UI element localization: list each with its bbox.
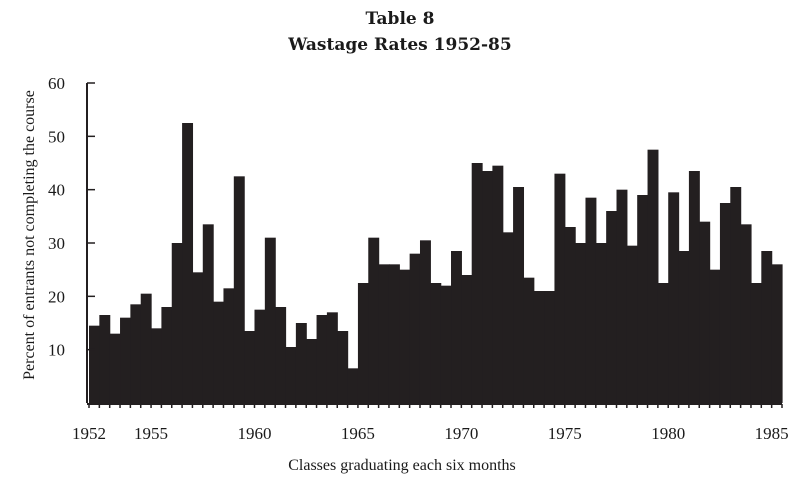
bar <box>544 291 556 403</box>
bar <box>740 224 752 403</box>
bar <box>202 224 214 403</box>
chart-subtitle: Wastage Rates 1952-85 <box>287 35 511 55</box>
bar <box>585 197 597 403</box>
x-tick-label: 1980 <box>651 424 685 443</box>
chart-title: Table 8 <box>366 9 435 29</box>
y-tick-label: 60 <box>48 74 65 93</box>
bar <box>233 176 245 403</box>
bar <box>306 339 318 403</box>
bar <box>254 309 266 403</box>
y-tick-label: 30 <box>48 234 65 253</box>
bar <box>451 251 462 403</box>
bar <box>440 285 452 403</box>
bar <box>471 163 483 403</box>
bar <box>357 283 369 403</box>
bar <box>368 237 380 403</box>
bar <box>109 333 121 403</box>
bar <box>419 240 431 403</box>
x-tick-label: 1952 <box>72 424 106 443</box>
bar <box>626 245 638 403</box>
bar <box>264 237 276 403</box>
bar-group <box>89 123 783 403</box>
bar <box>151 328 162 403</box>
bar <box>89 325 100 403</box>
bar <box>492 165 504 403</box>
bar <box>575 243 587 403</box>
bar <box>616 189 628 403</box>
bar <box>295 323 307 403</box>
bar <box>502 232 514 403</box>
bar <box>637 195 649 403</box>
x-tick-label: 1960 <box>237 424 271 443</box>
bar <box>730 187 742 403</box>
y-tick-label: 10 <box>48 341 65 360</box>
bar <box>668 192 680 403</box>
bar <box>657 283 669 403</box>
bar <box>461 275 473 403</box>
bar <box>171 243 183 403</box>
bar <box>378 264 390 403</box>
bar <box>244 331 256 403</box>
bar <box>161 307 173 403</box>
bar <box>647 149 659 403</box>
bar <box>326 312 338 403</box>
x-axis-label: Classes graduating each six months <box>288 457 516 474</box>
bar <box>409 253 421 403</box>
x-tick-label: 1975 <box>548 424 582 443</box>
bar <box>120 317 131 403</box>
bar <box>761 251 773 403</box>
bar <box>709 269 721 403</box>
bar <box>606 211 618 403</box>
bar <box>388 264 400 403</box>
y-axis-label: Percent of entrants not completing the c… <box>21 90 38 380</box>
bar <box>688 171 700 403</box>
y-axis: 10 20 30 40 50 60 <box>48 74 95 403</box>
bar <box>513 187 525 403</box>
x-tick-label: 1985 <box>755 424 789 443</box>
bar <box>213 301 225 403</box>
bar <box>99 315 111 403</box>
x-tick-label: 1970 <box>444 424 478 443</box>
bar <box>595 243 607 403</box>
y-tick-label: 40 <box>48 181 65 200</box>
bar <box>182 123 194 403</box>
y-tick-label: 20 <box>48 287 65 306</box>
bar <box>699 221 711 403</box>
bar <box>337 331 349 403</box>
bar <box>564 227 576 403</box>
bar <box>533 291 545 403</box>
bar <box>316 315 328 403</box>
x-tick-label: 1955 <box>134 424 168 443</box>
bar <box>399 269 411 403</box>
bar <box>130 304 142 403</box>
bar <box>554 173 566 403</box>
bar <box>275 307 287 403</box>
bar <box>719 203 731 403</box>
bar <box>192 272 204 403</box>
bar <box>771 264 783 403</box>
bar <box>482 171 493 403</box>
bar <box>347 368 359 403</box>
x-tick-label: 1965 <box>341 424 375 443</box>
bar <box>750 283 762 403</box>
y-tick-label: 50 <box>48 127 65 146</box>
bar <box>678 251 690 403</box>
bar <box>523 277 535 403</box>
bar <box>285 347 297 403</box>
bar <box>430 283 442 403</box>
bar <box>223 288 235 403</box>
bar <box>140 293 152 403</box>
x-axis: 1952 1955 1960 1965 1970 1975 1980 1985 <box>72 403 789 443</box>
